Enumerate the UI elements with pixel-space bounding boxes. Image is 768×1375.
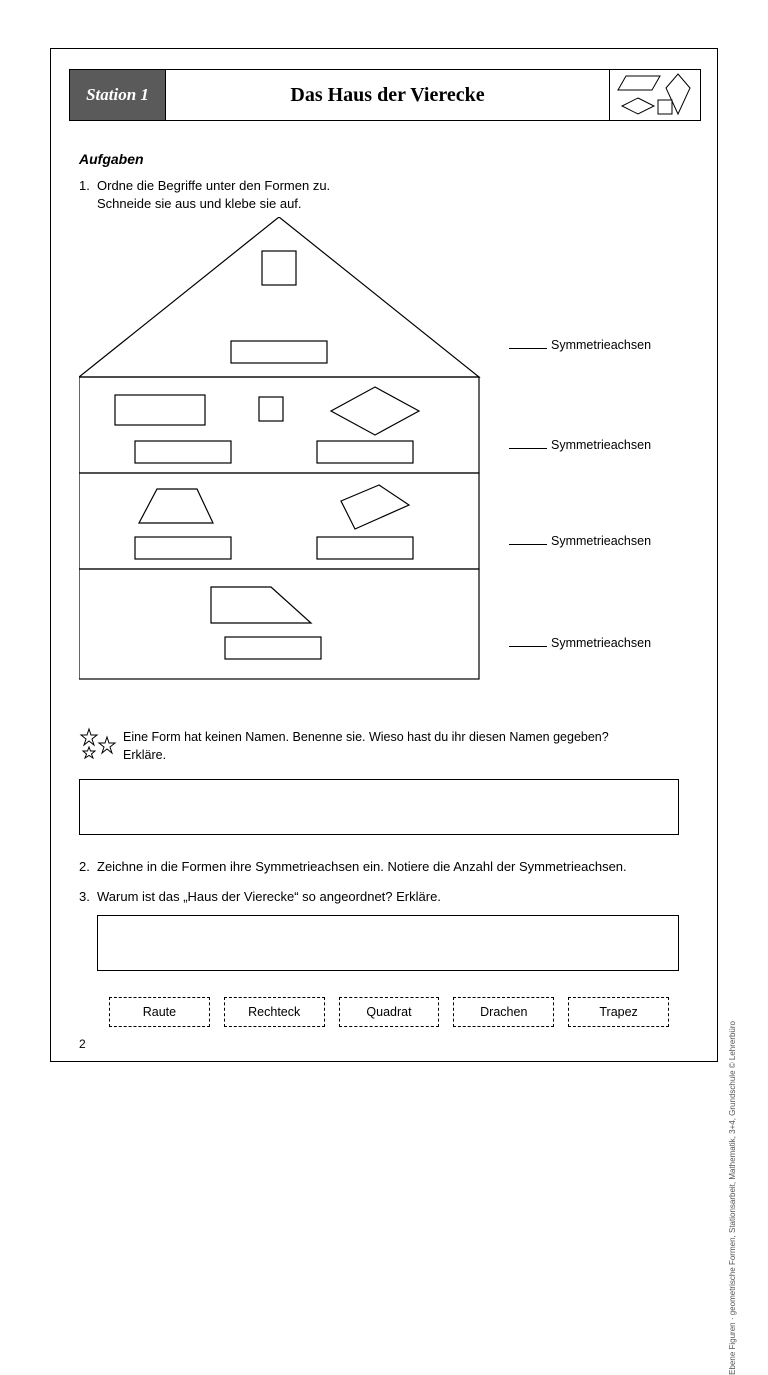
kite-icon (666, 74, 690, 114)
page-number: 2 (79, 1037, 86, 1051)
sym-label-row3[interactable]: Symmetrieachsen (509, 635, 709, 650)
bonus-text-line1: Eine Form hat keinen Namen. Benenne sie.… (79, 729, 691, 747)
sym-label-row1[interactable]: Symmetrieachsen (509, 437, 709, 452)
shape-trapezoid (139, 489, 213, 523)
task-1-line2: Schneide sie aus und klebe sie auf. (79, 195, 691, 213)
label-slot-row2-right[interactable] (317, 537, 413, 559)
parallelogram-icon (618, 76, 660, 90)
page-title: Das Haus der Vierecke (166, 70, 610, 120)
task-2: 2.Zeichne in die Formen ihre Symmetrieac… (79, 859, 691, 874)
stars-icon (79, 727, 119, 761)
cutout-row: Raute Rechteck Quadrat Drachen Trapez (109, 997, 669, 1027)
sym-label-roof[interactable]: Symmetrieachsen (509, 337, 709, 352)
header-band: Station 1 Das Haus der Vierecke (69, 69, 701, 121)
house-diagram: Symmetrieachsen Symmetrieachsen Symmetri… (79, 217, 691, 717)
shape-right-trapezoid (211, 587, 311, 623)
task-1-line1: Ordne die Begriffe unter den Formen zu. (97, 178, 330, 193)
worksheet-page: Station 1 Das Haus der Vierecke Aufgaben… (50, 48, 718, 1062)
shape-rectangle (115, 395, 205, 425)
house-row-3 (79, 569, 479, 679)
content-block: Aufgaben 1.Ordne die Begriffe unter den … (79, 151, 691, 213)
label-slot-row3[interactable] (225, 637, 321, 659)
bonus-text-line2: Erkläre. (79, 747, 691, 765)
rhombus-icon (622, 98, 654, 114)
task-3: 3.Warum ist das „Haus der Vierecke“ so a… (79, 889, 691, 904)
label-slot-row1-left[interactable] (135, 441, 231, 463)
bonus-question: Eine Form hat keinen Namen. Benenne sie.… (79, 729, 691, 764)
shape-square-roof (262, 251, 296, 285)
cutout-quadrat[interactable]: Quadrat (339, 997, 440, 1027)
task-2-text: Zeichne in die Formen ihre Symmetrieachs… (97, 859, 627, 874)
shape-rhombus (331, 387, 419, 435)
aufgaben-heading: Aufgaben (79, 151, 691, 167)
cutout-trapez[interactable]: Trapez (568, 997, 669, 1027)
task-2-number: 2. (79, 859, 97, 874)
task-1: 1.Ordne die Begriffe unter den Formen zu… (79, 177, 691, 195)
task-1-number: 1. (79, 177, 97, 195)
station-badge: Station 1 (70, 70, 166, 120)
task-3-number: 3. (79, 889, 97, 904)
house-row-2 (79, 473, 479, 569)
square-icon (658, 100, 672, 114)
shape-small-square (259, 397, 283, 421)
label-slot-row2-left[interactable] (135, 537, 231, 559)
label-slot-roof[interactable] (231, 341, 327, 363)
house-roof (79, 217, 479, 377)
side-credit: Ebene Figuren · geometrische Formen, Sta… (728, 1021, 737, 1375)
answer-box-q3[interactable] (97, 915, 679, 971)
sym-label-row2[interactable]: Symmetrieachsen (509, 533, 709, 548)
header-shape-icons (610, 70, 700, 120)
label-slot-row1-right[interactable] (317, 441, 413, 463)
shape-kite (341, 485, 409, 529)
cutout-drachen[interactable]: Drachen (453, 997, 554, 1027)
task-3-text: Warum ist das „Haus der Vierecke“ so ang… (97, 889, 441, 904)
cutout-raute[interactable]: Raute (109, 997, 210, 1027)
answer-box-bonus[interactable] (79, 779, 679, 835)
cutout-rechteck[interactable]: Rechteck (224, 997, 325, 1027)
